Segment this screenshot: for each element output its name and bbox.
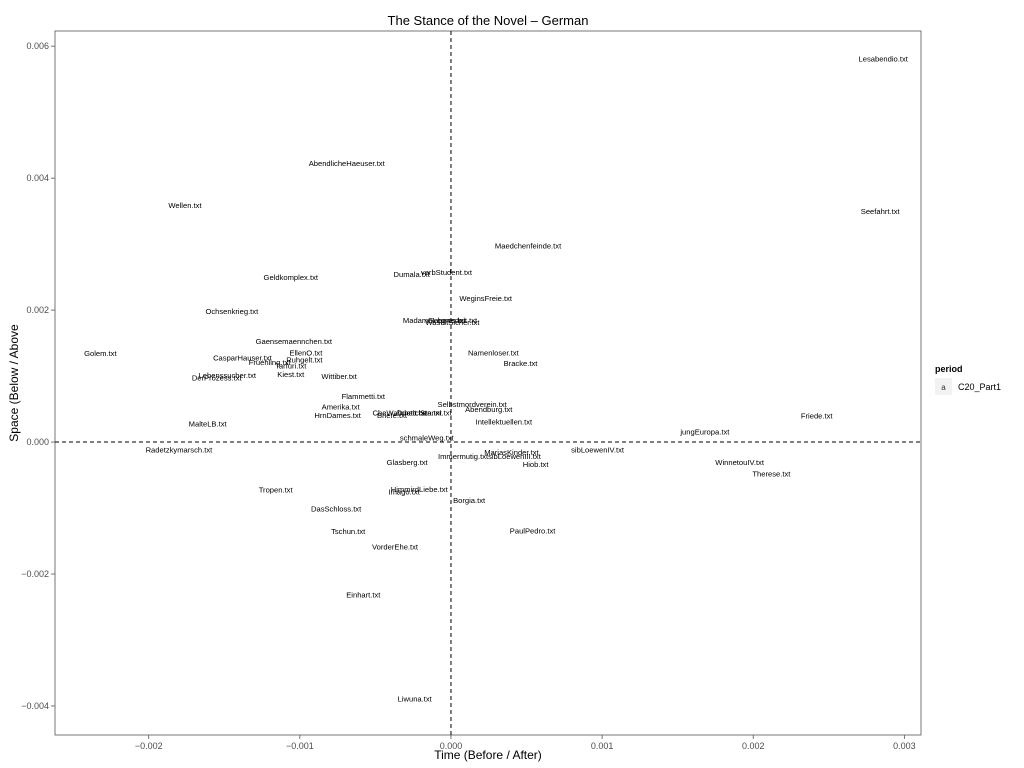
point-label: Abendburg.txt [465, 405, 513, 414]
point-label: Briefe.txt [377, 411, 408, 420]
point-label: Wellen.txt [168, 201, 202, 210]
y-tick-label: 0.000 [26, 437, 49, 447]
point-label: Tarfuri.txt [275, 362, 307, 371]
y-axis-title: Space (Below / Above [7, 324, 21, 442]
point-label: MalteLB.txt [189, 420, 228, 429]
point-label: schmaleWeg.txt [400, 433, 455, 442]
point-label: Tropen.txt [259, 486, 294, 495]
point-label: AbendlicheHaeuser.txt [309, 159, 386, 168]
point-label: Friede.txt [801, 412, 834, 421]
point-label: Borgia.txt [453, 496, 486, 505]
point-label: MadameLegros.txt [403, 316, 467, 325]
point-label: Hiob.txt [523, 460, 550, 469]
point-label: Gaensemaennchen.txt [256, 337, 333, 346]
point-label: Gebenedeit.txt [428, 316, 478, 325]
point-label: WasIstSicher.txt [425, 318, 480, 327]
point-label: sibLoewenIII.txt [488, 452, 542, 461]
point-label: HrnDames.txt [314, 411, 361, 420]
x-tick-label: 0.003 [893, 741, 916, 751]
point-label: Therese.txt [752, 470, 791, 479]
point-label: Tschun.txt [331, 527, 366, 536]
point-label: Duettchen.txt [397, 408, 443, 417]
point-label: Glasberg.txt [387, 458, 429, 467]
point-label: Ruhgelt.txt [286, 356, 323, 365]
point-label: Imago.txt [389, 488, 421, 497]
x-tick-label: −0.002 [135, 741, 163, 751]
point-label: Einhart.txt [346, 590, 381, 599]
point-label: DerProzess.txt [192, 373, 243, 382]
point-label: Lesabendio.txt [859, 55, 909, 64]
legend-entry-label: C20_Part1 [958, 382, 1001, 392]
point-label: WeginsFreie.txt [459, 294, 513, 303]
point-label: Selbstmordverein.txt [438, 400, 508, 409]
point-label: Golem.txt [84, 349, 117, 358]
y-tick-label: −0.004 [21, 701, 49, 711]
point-label: MariasKinder.txt [484, 448, 539, 457]
point-label: Radetzkymarsch.txt [146, 445, 214, 454]
x-tick-label: 0.000 [440, 741, 463, 751]
x-axis: −0.002 −0.001 0.000 0.001 0.002 0.003 [135, 735, 916, 751]
x-tick-label: −0.001 [286, 741, 314, 751]
point-label: Liwuna.txt [398, 695, 433, 704]
y-tick-label: −0.002 [21, 569, 49, 579]
legend-key [935, 378, 952, 395]
point-label: Wittiber.txt [321, 372, 357, 381]
point-label: verbStudent.txt [421, 268, 473, 277]
point-label: HimmirdLiebe.txt [391, 485, 449, 494]
legend: period a C20_Part1 [935, 364, 1001, 395]
point-label: Maedchenfeinde.txt [495, 241, 562, 250]
point-label: Bracke.txt [504, 359, 539, 368]
plot-panel [54, 30, 922, 736]
point-label: Namenloser.txt [468, 348, 520, 357]
chart-title: The Stance of the Novel – German [388, 13, 589, 28]
point-label: Geldkomplex.txt [264, 273, 319, 282]
point-label: jungEuropa.txt [679, 427, 730, 436]
point-label: PaulPedro.txt [510, 526, 556, 535]
y-axis: −0.004 −0.002 0.000 0.002 0.004 0.006 [21, 41, 55, 711]
x-tick-label: 0.001 [591, 741, 614, 751]
point-label: Ochsenkrieg.txt [205, 307, 259, 316]
point-label: Stanni.txt [420, 408, 453, 417]
legend-key-symbol: a [941, 383, 946, 392]
point-label: sibLoewenIV.txt [571, 445, 625, 454]
point-label: Fruehling.txt [249, 358, 292, 367]
point-label: CheWahrheit.txt [373, 408, 428, 417]
point-label: CasparHauser.txt [213, 354, 273, 363]
point-label: Immermutig.txt [438, 452, 489, 461]
point-label: DasSchloss.txt [311, 505, 362, 514]
point-label: WinnetouIV.txt [715, 458, 765, 467]
point-label: Intellektuellen.txt [476, 418, 533, 427]
y-tick-label: 0.006 [26, 41, 49, 51]
point-label: Seefahrt.txt [861, 207, 901, 216]
point-label: Dumala.txt [394, 270, 431, 279]
point-label: Flammetti.txt [342, 392, 386, 401]
reference-lines [55, 31, 921, 735]
point-label: Amerika.txt [322, 402, 361, 411]
point-label: Lebenssucher.txt [199, 371, 257, 380]
point-label: EllenO.txt [289, 348, 323, 357]
point-label: Kiest.txt [277, 370, 305, 379]
point-labels: Lesabendio.txt AbendlicheHaeuser.txt Welle… [84, 55, 909, 704]
y-tick-label: 0.004 [26, 173, 49, 183]
y-tick-label: 0.002 [26, 305, 49, 315]
x-axis-title: Time (Before / After) [434, 748, 542, 762]
legend-title: period [935, 364, 963, 374]
x-tick-label: 0.002 [742, 741, 765, 751]
point-label: VorderEhe.txt [372, 542, 419, 551]
